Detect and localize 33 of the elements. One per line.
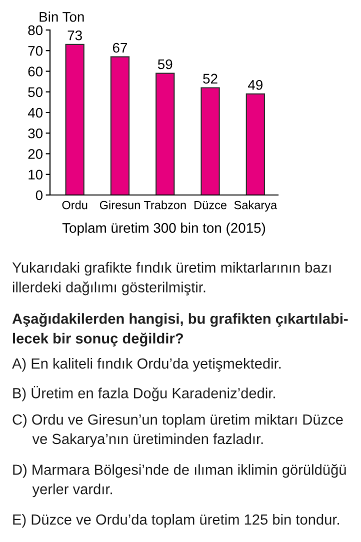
- y-tick-label: 0: [36, 190, 43, 200]
- x-tick-label: Düzce: [194, 200, 226, 210]
- x-tick-label: Ordu: [62, 200, 88, 210]
- x-tick-label: Trabzon: [144, 200, 186, 210]
- data-label: 49: [248, 80, 262, 90]
- text: A) En kaliteli fındık Ordu’da yetişmektedir.: [12, 358, 281, 372]
- text: B) Üretim en fazla Doğu Karadeniz’dedir.: [13, 386, 275, 402]
- y-tick-label: 80: [28, 25, 43, 36]
- y-tick-label: 40: [28, 108, 43, 118]
- x-tick-label: Sakarya: [234, 200, 278, 212]
- text: E) Düzce ve Ordu’da toplam üretim 125 bin tondur.: [13, 514, 339, 528]
- y-tick-label: 10: [28, 170, 43, 180]
- text: Aşağıdakilerden hangisi, bu grafikten çıkartılabi- lecek bir sonuç değildir?: [12, 313, 348, 347]
- text: Yukarıdaki grafikte fındık üretim miktarlarının bazı illerdeki dağılımı gösterilmiştir.: [12, 262, 331, 296]
- bar: [65, 44, 84, 195]
- data-label: 59: [158, 59, 172, 70]
- y-tick-label: 70: [28, 46, 43, 56]
- text: D) Marmara Bölgesi’nde de ılıman iklimin görüldüğü yerler vardır.: [13, 464, 346, 498]
- y-tick-label: 20: [28, 149, 43, 159]
- bar: [246, 93, 266, 195]
- y-tick-label: 60: [28, 66, 43, 76]
- bar: [200, 87, 220, 195]
- data-label: 67: [112, 42, 128, 53]
- bar: [156, 72, 175, 195]
- data-label: 52: [203, 74, 218, 84]
- bar: [110, 56, 130, 195]
- y-tick-label: 30: [28, 128, 43, 138]
- data-label: 73: [68, 30, 82, 40]
- x-tick-label: Giresun: [100, 200, 140, 210]
- text: C) Ordu ve Giresun’un toplam üretim miktarı Düzce ve Sakarya’nın üretiminden fazladır.: [12, 414, 343, 447]
- y-tick-label: 50: [28, 87, 43, 98]
- x-axis-title: Toplam üretim 300 bin ton (2015): [62, 222, 266, 236]
- y-axis-title: Bin Ton: [40, 12, 84, 22]
